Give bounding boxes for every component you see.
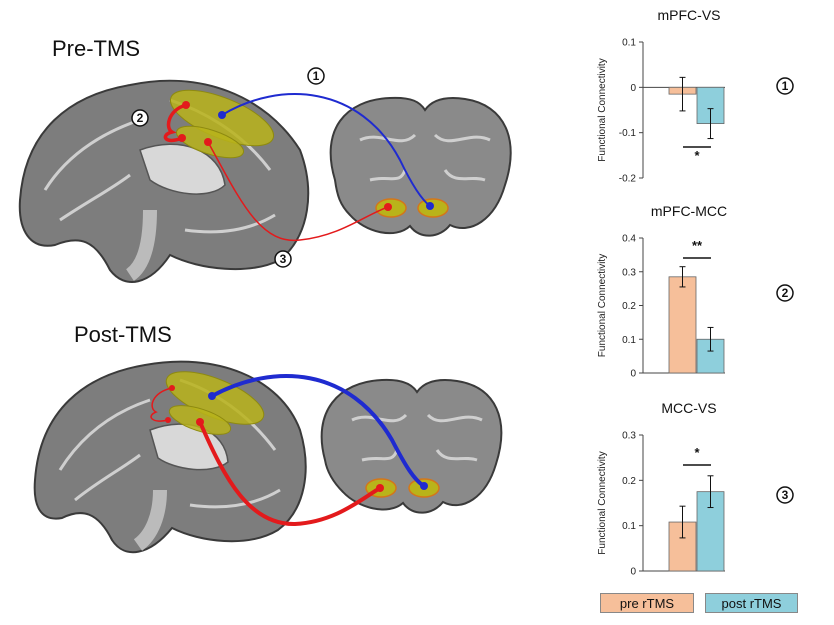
chart-2-tick-label: 0.1 xyxy=(622,335,636,346)
pre-mpfc-vs-connection xyxy=(221,93,431,207)
chart-2-tick-label: 0.3 xyxy=(622,267,636,278)
chart-1-tick-label: -0.1 xyxy=(619,128,637,139)
svg-text:2: 2 xyxy=(137,111,144,125)
chart-2-badge-label: 2 xyxy=(782,286,789,300)
pre-coronal-brain xyxy=(329,96,512,237)
chart-3-tick-label: 0 xyxy=(630,567,636,578)
post-tms-heading: Post-TMS xyxy=(74,322,172,347)
chart-2-tick-label: 0.4 xyxy=(622,234,636,245)
svg-text:3: 3 xyxy=(280,252,287,266)
pre-tms-heading: Pre-TMS xyxy=(52,36,140,61)
pre-callout-1: 1 xyxy=(307,67,325,85)
chart-1-tick-label: 0 xyxy=(630,83,636,94)
chart-3-title: MCC-VS xyxy=(661,400,716,416)
chart-3-significance-label: * xyxy=(694,445,700,460)
legend-pre-rtms: pre rTMS xyxy=(600,593,694,613)
chart-1-badge xyxy=(776,77,794,95)
chart-2-badge xyxy=(776,284,794,302)
post-sagittal-brain xyxy=(33,360,307,554)
pre-mcc-vs-connection xyxy=(207,141,389,242)
chart-3-tick-label: 0.2 xyxy=(622,476,636,487)
post-mcc-vs-connection xyxy=(198,421,382,527)
pre-callout-3: 3 xyxy=(274,250,292,268)
chart-3-tick-label: 0.3 xyxy=(622,431,636,442)
pre-mpfc-mcc-connection xyxy=(163,103,187,143)
chart-2-significance-label: ** xyxy=(692,238,703,253)
chart-2-bar-pre xyxy=(668,276,697,374)
chart-3-ylabel: Functional Connectivity xyxy=(597,451,608,554)
chart-2-tick-label: 0 xyxy=(630,369,636,380)
chart-1-tick-label: -0.2 xyxy=(619,174,637,185)
post-mpfc-vs-connection xyxy=(211,373,426,488)
post-mpfc-mcc-connection xyxy=(150,387,173,422)
chart-1-title: mPFC-VS xyxy=(658,7,721,23)
post-coronal-brain xyxy=(320,378,503,514)
chart-1-significance-label: * xyxy=(694,148,700,163)
chart-3-badge xyxy=(776,486,794,504)
chart-1-badge-label: 1 xyxy=(782,79,789,93)
pre-callout-2: 2 xyxy=(131,109,149,127)
chart-2-ylabel: Functional Connectivity xyxy=(597,254,608,357)
chart-1-tick-label: 0.1 xyxy=(622,38,636,49)
svg-text:1: 1 xyxy=(313,69,320,83)
chart-2-title: mPFC-MCC xyxy=(651,203,727,219)
chart-1-ylabel: Functional Connectivity xyxy=(597,58,608,161)
chart-2-tick-label: 0.2 xyxy=(622,301,636,312)
chart-3-badge-label: 3 xyxy=(782,488,789,502)
legend-post-rtms: post rTMS xyxy=(705,593,798,613)
chart-3-tick-label: 0.1 xyxy=(622,521,636,532)
